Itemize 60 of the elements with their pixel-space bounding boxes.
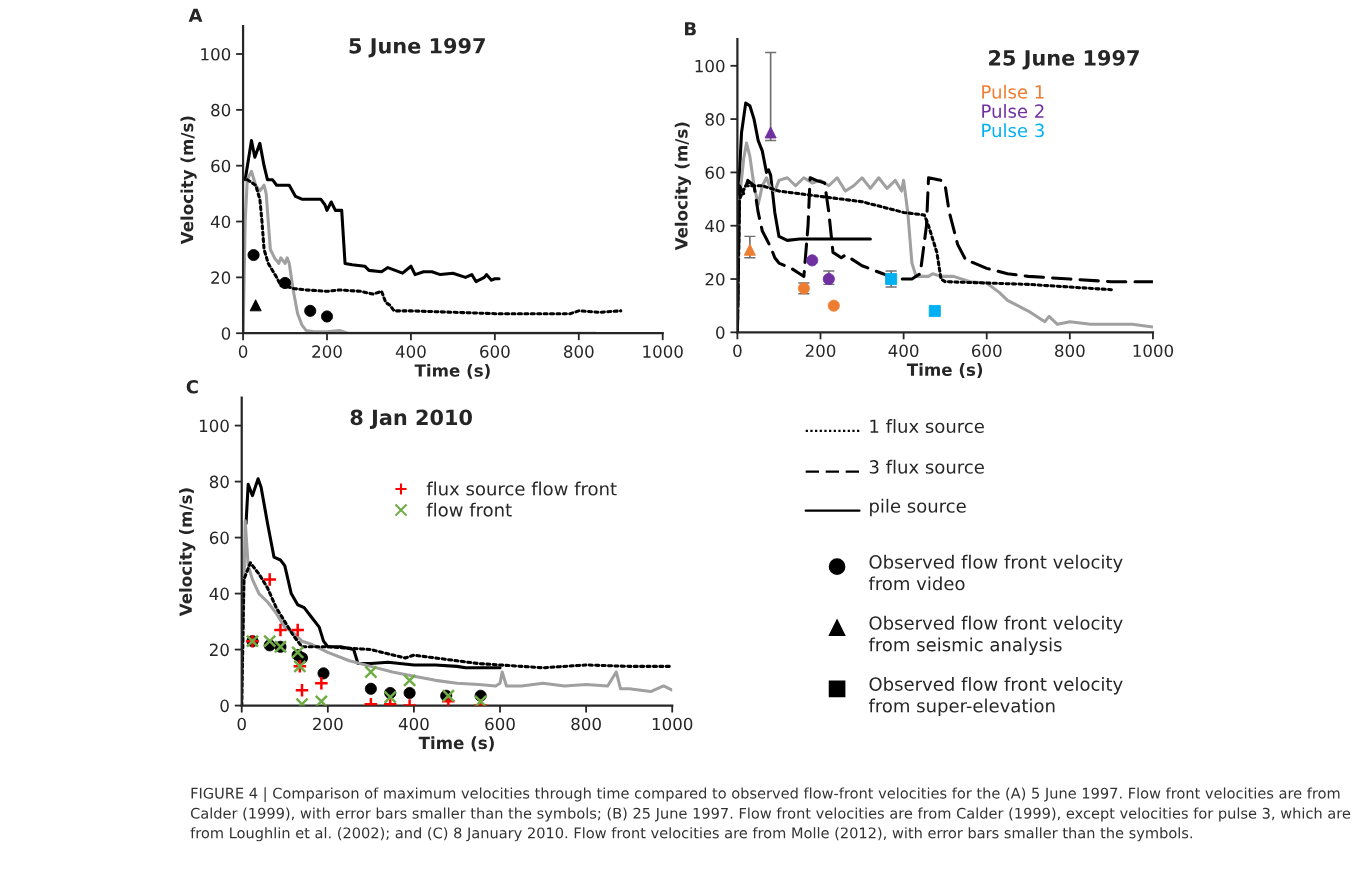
text: Observed flow front velocity from super-elevation (868, 676, 1123, 717)
text: 8 Jan 2010 (350, 409, 472, 430)
text: Pulse 3 (982, 123, 1044, 138)
x-tick-label: 1000 (1133, 344, 1174, 358)
x-tick-label: 600 (485, 717, 515, 731)
x-tick-label: 1000 (643, 345, 683, 358)
text: pile source (870, 498, 966, 517)
caption: FIGURE 4 | Comparison of maximum velocities through time compared to observed flow-front velocities for the (A) 5 June 1997. Flow front velocities are from Calder (1999), with error bars smaller than the symbols; (B) 25 June 1997. Flow front velocities are from Calder (1999), except velocities for pulse 3, which are from Loughlin et al. (2002); and (C) 8 January 2010. Flow front velocities are from Molle (2012), with error bars smaller than the symbols. (190, 787, 1351, 842)
text: 3 flux source (869, 459, 984, 474)
x-tick-label: 400 (888, 344, 919, 358)
x-tick-label: 0 (238, 345, 248, 358)
x-tick-label: 200 (805, 344, 836, 358)
x-tick-label: 600 (971, 344, 1002, 358)
text: Pulse 1 (982, 84, 1044, 99)
x-tick-label: 400 (395, 345, 426, 358)
y-tick-label: 100 (201, 47, 231, 61)
x-tick-label: 800 (564, 345, 594, 358)
x-tick-label: 0 (237, 717, 246, 731)
text: B (685, 22, 696, 36)
x-tick-label: 0 (733, 344, 742, 358)
y-tick-label: 80 (211, 103, 231, 117)
legend-label: flux source flow front (426, 481, 617, 496)
x-tick-label: 1000 (652, 717, 693, 731)
x-axis-title: Time (s) (906, 363, 983, 378)
x-tick-label: 800 (1055, 344, 1085, 358)
y-tick-label: 0 (220, 699, 229, 713)
y-tick-label: 0 (716, 326, 725, 339)
y-tick-label: 80 (705, 113, 725, 126)
y-tick-label: 20 (209, 643, 229, 657)
y-tick-label: 20 (211, 271, 231, 284)
text: Observed flow front velocity from seismic analysis (868, 615, 1123, 655)
y-tick-label: 60 (211, 159, 231, 173)
x-tick-label: 600 (480, 345, 510, 358)
y-tick-label: 60 (209, 531, 229, 545)
x-tick-label: 200 (312, 345, 342, 358)
y-tick-label: 100 (695, 59, 725, 73)
x-tick-label: 400 (398, 717, 429, 731)
text: 1 flux source (870, 419, 984, 434)
chart-title: 25 June 1997 (989, 49, 1139, 70)
x-axis-title: Time (s) (418, 736, 494, 752)
y-axis-title: Velocity (m/s) (179, 488, 196, 617)
legend-label: flow front (426, 502, 512, 517)
x-tick-label: 200 (313, 717, 343, 731)
y-tick-label: 40 (209, 587, 229, 601)
y-tick-label: 100 (199, 419, 229, 433)
y-tick-label: 0 (221, 327, 231, 340)
text: C (186, 379, 198, 394)
y-tick-label: 20 (705, 272, 725, 286)
y-axis-title: Velocity (m/s) (674, 122, 691, 251)
y-tick-label: 40 (210, 215, 231, 229)
text: Observed flow front velocity from video (868, 554, 1123, 591)
text: A (188, 8, 203, 22)
y-tick-label: 80 (209, 475, 229, 489)
x-tick-label: 800 (571, 717, 601, 731)
y-tick-label: 60 (705, 166, 725, 179)
text: Pulse 2 (982, 104, 1044, 118)
y-axis-title: Velocity (m/s) (180, 116, 197, 245)
y-tick-label: 40 (705, 219, 725, 233)
x-axis-title: Time (s) (414, 363, 490, 379)
text: 5 June 1997 (349, 37, 485, 58)
